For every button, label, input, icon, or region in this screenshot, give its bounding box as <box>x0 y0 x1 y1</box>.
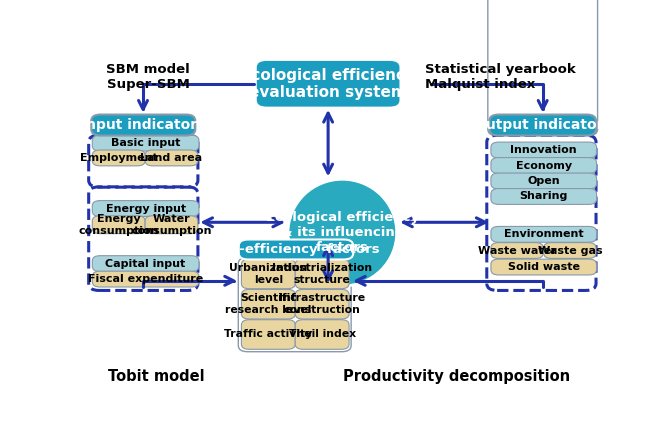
FancyBboxPatch shape <box>239 240 353 259</box>
Text: Capital input: Capital input <box>106 259 186 269</box>
FancyBboxPatch shape <box>92 135 199 151</box>
Text: Basic input: Basic input <box>111 138 180 148</box>
FancyBboxPatch shape <box>241 259 295 289</box>
Text: Statistical yearbook: Statistical yearbook <box>426 63 576 76</box>
FancyBboxPatch shape <box>491 158 597 173</box>
FancyBboxPatch shape <box>241 320 295 349</box>
FancyBboxPatch shape <box>491 243 543 258</box>
Text: Scientific
research level: Scientific research level <box>225 293 311 315</box>
FancyBboxPatch shape <box>92 256 199 271</box>
FancyBboxPatch shape <box>241 289 295 319</box>
FancyBboxPatch shape <box>544 243 596 258</box>
FancyBboxPatch shape <box>490 114 596 135</box>
Text: Ecological efficiency
& its influencing
factors: Ecological efficiency & its influencing … <box>266 211 419 254</box>
FancyBboxPatch shape <box>295 320 349 349</box>
Text: Theil index: Theil index <box>289 329 356 340</box>
FancyBboxPatch shape <box>491 142 597 158</box>
Text: Energy
consumption: Energy consumption <box>78 214 159 236</box>
FancyBboxPatch shape <box>491 189 597 204</box>
Text: Infrastructure
construction: Infrastructure construction <box>279 293 365 315</box>
Text: Water
consumption: Water consumption <box>131 214 212 236</box>
FancyBboxPatch shape <box>255 59 401 108</box>
FancyBboxPatch shape <box>491 259 597 275</box>
Text: Energy input: Energy input <box>106 203 186 214</box>
FancyBboxPatch shape <box>92 114 195 135</box>
Text: Traffic activity: Traffic activity <box>224 329 313 340</box>
Text: Environment: Environment <box>504 229 584 239</box>
Text: Productivity decomposition: Productivity decomposition <box>343 369 570 384</box>
Text: Solid waste: Solid waste <box>508 262 580 272</box>
Text: Waste gas: Waste gas <box>538 245 602 256</box>
Text: Output indicators: Output indicators <box>474 118 612 132</box>
Text: Urbanization
level: Urbanization level <box>229 263 307 285</box>
Text: Super-SBM: Super-SBM <box>107 78 190 91</box>
FancyBboxPatch shape <box>92 150 145 166</box>
Text: Innovation: Innovation <box>510 145 577 155</box>
FancyBboxPatch shape <box>491 173 597 189</box>
Text: Ecological efficiency
evaluation system: Ecological efficiency evaluation system <box>241 67 415 100</box>
FancyBboxPatch shape <box>295 289 349 319</box>
Text: SBM model: SBM model <box>106 63 190 76</box>
FancyBboxPatch shape <box>145 216 198 234</box>
FancyBboxPatch shape <box>92 271 199 287</box>
Text: Waste water: Waste water <box>478 245 556 256</box>
Text: Open: Open <box>528 176 560 186</box>
Text: Industrialization
structure: Industrialization structure <box>272 263 372 285</box>
Text: Economy: Economy <box>516 160 572 170</box>
Text: Eco-efficiency  factors: Eco-efficiency factors <box>212 243 379 256</box>
FancyBboxPatch shape <box>92 216 145 234</box>
FancyBboxPatch shape <box>92 201 199 216</box>
Ellipse shape <box>288 179 397 286</box>
FancyBboxPatch shape <box>295 259 349 289</box>
Text: Land area: Land area <box>140 153 202 163</box>
FancyBboxPatch shape <box>491 227 597 242</box>
Text: Malquist index: Malquist index <box>426 78 536 91</box>
Text: Tobit model: Tobit model <box>108 369 204 384</box>
Text: Fiscal expenditure: Fiscal expenditure <box>88 274 203 284</box>
Text: Input indicators: Input indicators <box>81 118 206 132</box>
Text: Sharing: Sharing <box>520 191 568 202</box>
FancyBboxPatch shape <box>145 150 198 166</box>
Text: Employment: Employment <box>80 153 158 163</box>
